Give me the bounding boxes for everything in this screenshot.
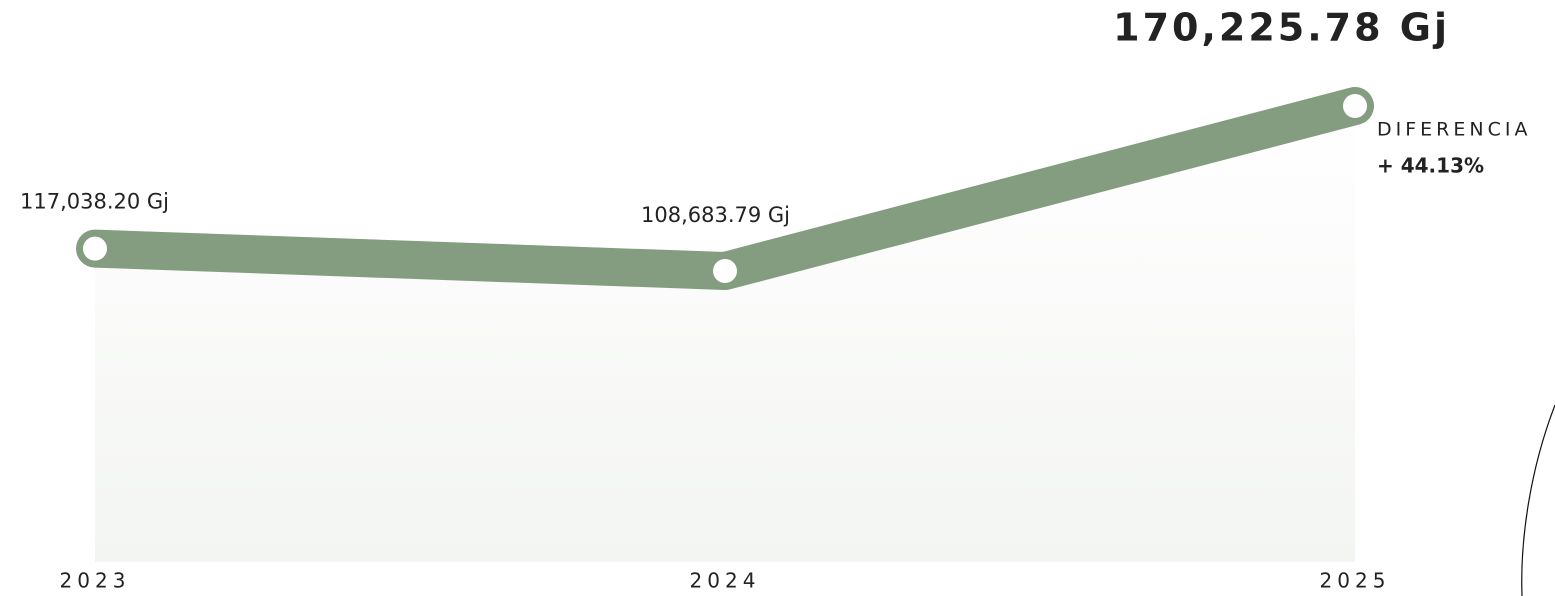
- point: [713, 259, 737, 283]
- annotation-label: DIFERENCIA: [1377, 119, 1531, 141]
- decorative-arc: [1521, 404, 1555, 596]
- value-label: 170,225.78 Gj: [1113, 6, 1450, 50]
- point: [1343, 94, 1367, 118]
- x-tick-label: 2025: [1320, 569, 1391, 593]
- value-label: 117,038.20 Gj: [20, 190, 169, 214]
- area-fill: [95, 106, 1355, 562]
- x-tick-label: 2023: [60, 569, 131, 593]
- point: [83, 236, 107, 261]
- value-label: 108,683.79 Gj: [641, 203, 790, 227]
- plot: [76, 87, 1374, 562]
- annotation-value: + 44.13%: [1377, 154, 1484, 178]
- x-tick-label: 2024: [690, 569, 761, 593]
